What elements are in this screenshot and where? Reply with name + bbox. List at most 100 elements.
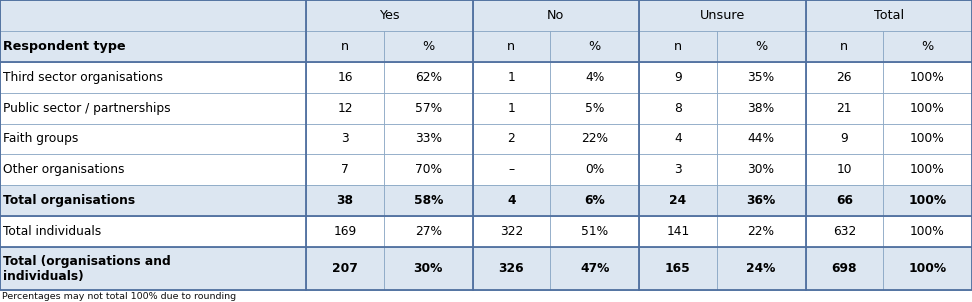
Bar [550,93,640,124]
Text: 207: 207 [332,262,358,275]
Text: 44%: 44% [747,133,775,146]
Bar [384,31,472,62]
Text: 33%: 33% [415,133,441,146]
Bar [550,154,640,185]
Bar [716,247,806,290]
Bar [0,216,306,247]
Bar [472,247,550,290]
Bar [883,216,972,247]
Text: 2: 2 [507,133,515,146]
Bar [472,93,550,124]
Text: 0%: 0% [585,163,605,176]
Bar [640,124,716,154]
Bar [306,31,384,62]
Text: 141: 141 [666,225,689,238]
Text: 8: 8 [674,101,681,114]
Text: Total (organisations and
individuals): Total (organisations and individuals) [3,255,171,283]
Bar [716,93,806,124]
Text: 70%: 70% [415,163,441,176]
Bar [883,247,972,290]
Bar [384,185,472,216]
Bar [0,93,306,124]
Text: 3: 3 [341,133,349,146]
Text: 9: 9 [674,71,681,84]
Text: Percentages may not total 100% due to rounding: Percentages may not total 100% due to ro… [2,292,236,300]
Text: n: n [507,40,515,53]
Bar [0,62,306,93]
Bar [806,185,883,216]
Text: 100%: 100% [909,262,947,275]
Bar [640,185,716,216]
Text: Respondent type: Respondent type [3,40,125,53]
Bar [0,185,306,216]
Text: 57%: 57% [415,101,442,114]
Bar [306,0,472,31]
Bar [384,154,472,185]
Text: %: % [422,40,434,53]
Text: 66: 66 [836,194,852,207]
Bar [806,247,883,290]
Bar [716,62,806,93]
Text: 22%: 22% [747,225,775,238]
Bar [640,0,806,31]
Bar [716,124,806,154]
Text: 47%: 47% [580,262,609,275]
Bar [0,124,306,154]
Bar [306,62,384,93]
Text: 100%: 100% [910,133,945,146]
Bar [384,93,472,124]
Bar [384,62,472,93]
Text: 1: 1 [507,71,515,84]
Bar [550,31,640,62]
Bar [806,154,883,185]
Bar [306,124,384,154]
Bar [472,62,550,93]
Bar [472,216,550,247]
Bar [0,154,306,185]
Text: n: n [840,40,849,53]
Text: No: No [547,9,565,22]
Bar [550,185,640,216]
Bar [716,154,806,185]
Text: 10: 10 [837,163,852,176]
Bar [883,62,972,93]
Bar [550,62,640,93]
Bar [640,154,716,185]
Bar [550,247,640,290]
Text: 4%: 4% [585,71,605,84]
Bar [550,124,640,154]
Bar [306,154,384,185]
Text: 35%: 35% [747,71,775,84]
Bar [384,216,472,247]
Text: Total individuals: Total individuals [3,225,101,238]
Text: 51%: 51% [581,225,608,238]
Text: Faith groups: Faith groups [3,133,79,146]
Bar [0,247,306,290]
Text: 4: 4 [507,194,516,207]
Text: 165: 165 [665,262,691,275]
Text: n: n [341,40,349,53]
Bar [640,216,716,247]
Text: 38%: 38% [747,101,775,114]
Bar [306,247,384,290]
Text: 100%: 100% [910,163,945,176]
Bar [550,216,640,247]
Text: %: % [921,40,934,53]
Text: 5%: 5% [585,101,605,114]
Text: Total organisations: Total organisations [3,194,135,207]
Text: %: % [755,40,767,53]
Bar [472,185,550,216]
Text: 27%: 27% [415,225,441,238]
Bar [0,0,306,31]
Bar [640,31,716,62]
Bar [472,124,550,154]
Bar [806,93,883,124]
Text: 6%: 6% [584,194,605,207]
Bar [883,93,972,124]
Bar [883,185,972,216]
Text: n: n [674,40,682,53]
Text: 100%: 100% [909,194,947,207]
Text: 62%: 62% [415,71,441,84]
Text: 7: 7 [341,163,349,176]
Text: %: % [588,40,601,53]
